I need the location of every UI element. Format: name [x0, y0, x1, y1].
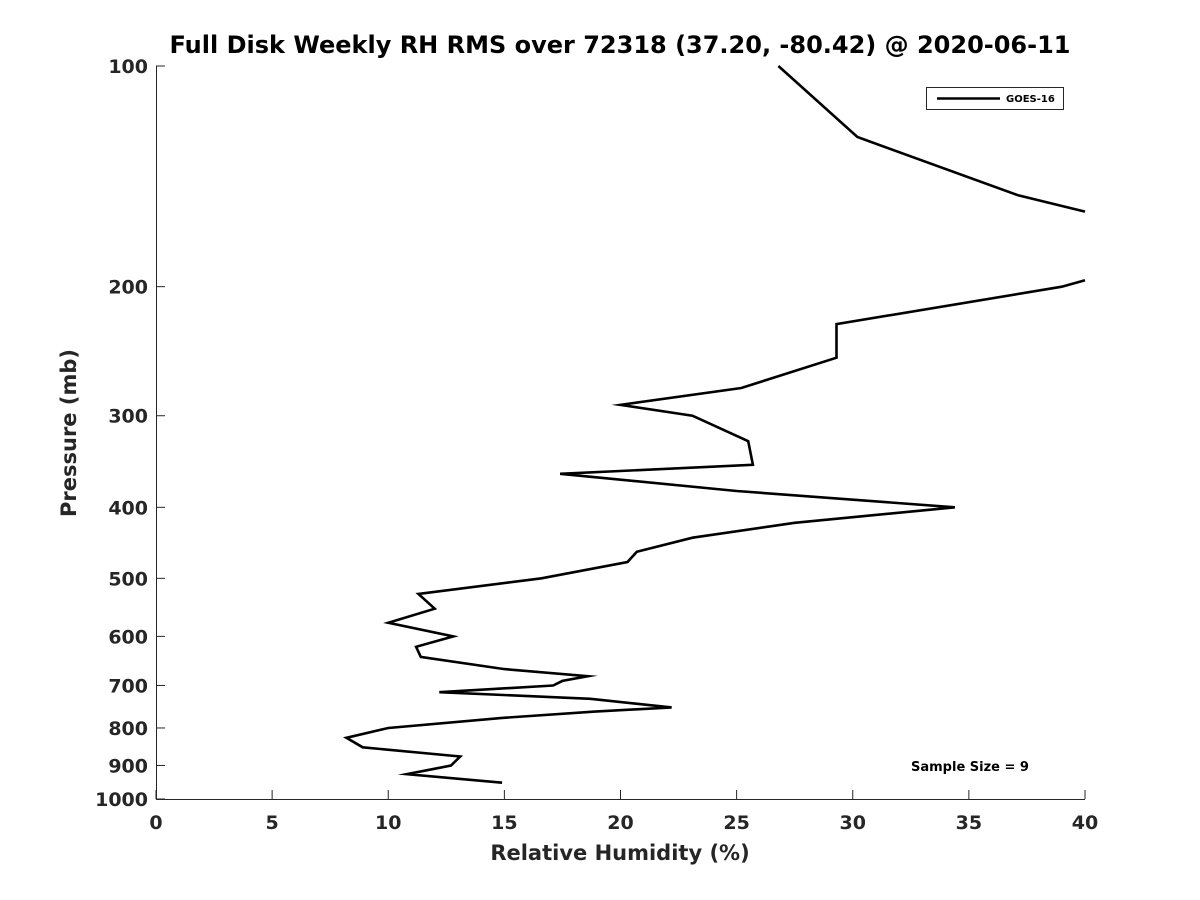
y-axis-label: Pressure (mb) — [57, 349, 81, 517]
x-tick-label: 20 — [607, 812, 633, 834]
x-tick-label: 35 — [956, 812, 982, 834]
x-tick-label: 15 — [491, 812, 517, 834]
y-tick-label: 200 — [108, 277, 148, 299]
x-tick-label: 0 — [149, 812, 162, 834]
x-ticks: 0 5 10 15 20 25 30 35 40 — [149, 790, 1098, 834]
y-tick-label: 400 — [108, 497, 148, 519]
x-tick-label: 10 — [375, 812, 401, 834]
series-line-goes-16-segment-2 — [342, 278, 1086, 784]
y-tick-label: 500 — [108, 568, 148, 590]
y-tick-label: 100 — [108, 56, 148, 78]
y-tick-label: 600 — [108, 626, 148, 648]
y-tick-label: 800 — [108, 718, 148, 740]
legend-label-goes-16: GOES-16 — [1006, 94, 1055, 105]
x-tick-label: 30 — [840, 812, 866, 834]
y-ticks: 100 200 300 400 500 600 700 800 900 1000 — [95, 56, 165, 811]
y-tick-label: 1000 — [95, 789, 148, 811]
x-tick-label: 25 — [723, 812, 749, 834]
sample-size-annotation: Sample Size = 9 — [911, 760, 1029, 775]
y-tick-label: 300 — [108, 406, 148, 428]
series-line-goes-16-segment-1 — [777, 65, 1086, 213]
y-tick-label: 900 — [108, 755, 148, 777]
x-tick-label: 40 — [1072, 812, 1098, 834]
chart-title: Full Disk Weekly RH RMS over 72318 (37.2… — [169, 31, 1070, 59]
series-layer — [342, 65, 1086, 784]
plot-axes — [156, 66, 1085, 800]
x-axis-label: Relative Humidity (%) — [490, 841, 749, 865]
y-tick-label: 700 — [108, 675, 148, 697]
x-tick-label: 5 — [266, 812, 279, 834]
legend: GOES-16 — [926, 87, 1064, 110]
